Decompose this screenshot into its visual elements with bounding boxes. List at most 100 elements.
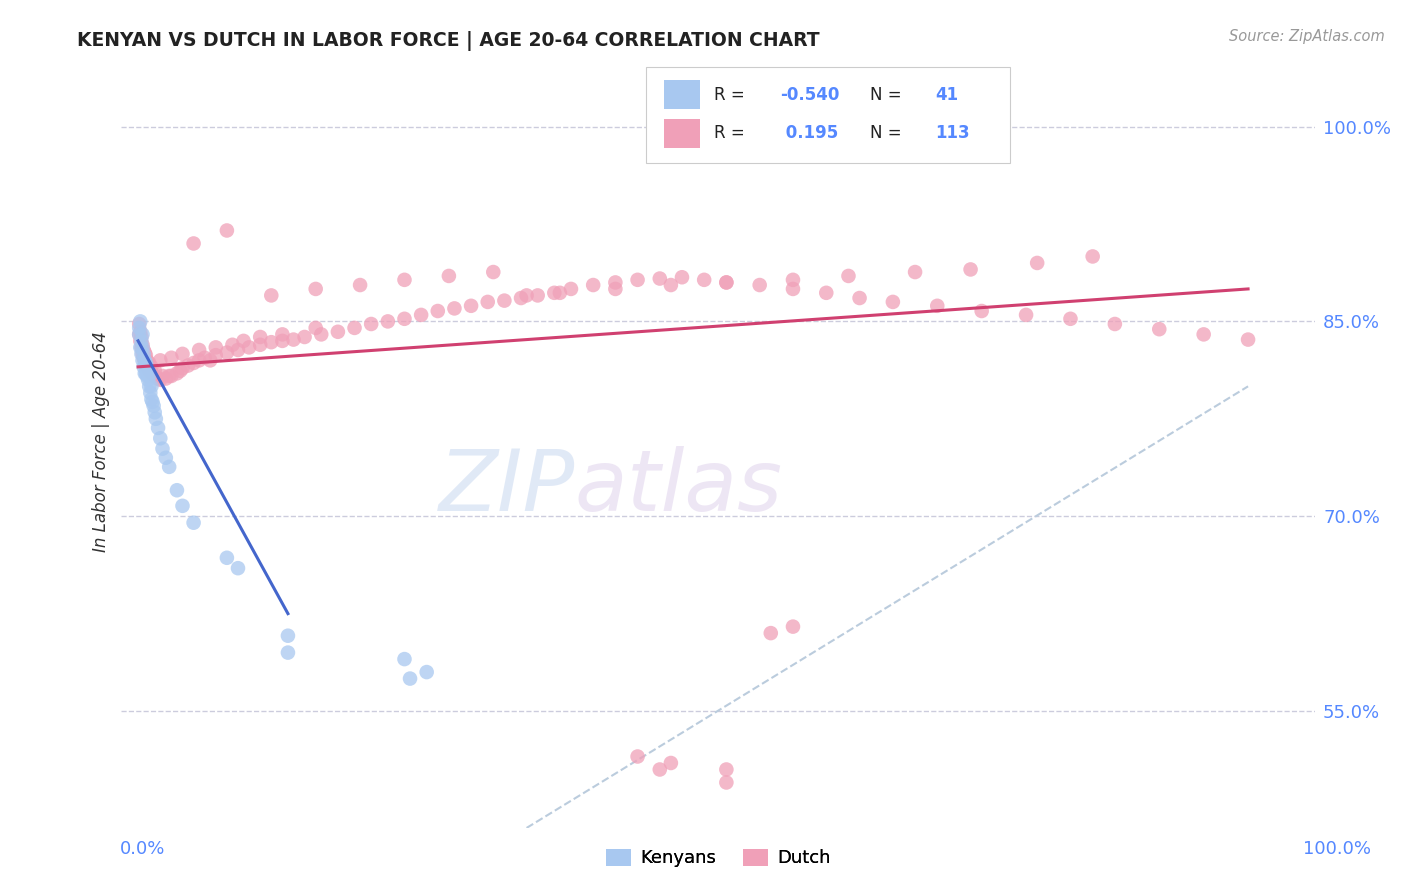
Point [426, 304, 449, 318]
Point [166, 483, 188, 498]
Point [141, 379, 163, 393]
Point [135, 356, 157, 370]
Point [215, 223, 238, 237]
Point [145, 412, 167, 426]
Point [160, 351, 183, 365]
Point [394, 273, 416, 287]
Point [134, 353, 156, 368]
Point [582, 278, 605, 293]
Point [142, 399, 165, 413]
Point [343, 321, 366, 335]
Point [131, 338, 153, 352]
Point [138, 356, 160, 370]
Point [131, 347, 153, 361]
Point [143, 405, 166, 419]
Point [136, 364, 159, 378]
Point [659, 756, 682, 770]
Point [177, 359, 200, 373]
Point [716, 276, 738, 290]
Point [136, 373, 159, 387]
Point [1237, 333, 1260, 347]
Text: atlas: atlas [575, 446, 783, 530]
Point [215, 345, 238, 359]
Point [129, 325, 152, 339]
Text: ZIP: ZIP [439, 446, 575, 530]
Bar [665, 80, 700, 109]
Point [415, 665, 437, 679]
Point [782, 273, 804, 287]
Point [132, 351, 155, 365]
Point [882, 294, 904, 309]
Point [394, 311, 416, 326]
Point [134, 367, 156, 381]
Point [132, 359, 155, 374]
Point [494, 293, 516, 308]
Point [305, 282, 328, 296]
Point [716, 775, 738, 789]
Point [516, 288, 538, 302]
Point [138, 379, 160, 393]
Point [226, 561, 249, 575]
Point [526, 288, 548, 302]
Point [172, 347, 194, 361]
Point [232, 334, 254, 348]
Point [815, 285, 838, 300]
Point [141, 395, 163, 409]
Point [626, 749, 648, 764]
Point [146, 371, 169, 385]
Point [146, 421, 169, 435]
Point [1192, 327, 1215, 342]
FancyBboxPatch shape [647, 67, 1011, 163]
Point [149, 431, 172, 445]
Point [172, 361, 194, 376]
Point [169, 364, 191, 378]
Point [411, 308, 433, 322]
Point [238, 340, 260, 354]
Point [129, 314, 152, 328]
Point [748, 278, 770, 293]
Point [260, 288, 283, 302]
Point [149, 373, 172, 387]
Point [626, 273, 648, 287]
Point [138, 364, 160, 378]
Point [183, 236, 205, 251]
Point [605, 282, 627, 296]
Point [271, 327, 294, 342]
Text: 0.0%: 0.0% [120, 840, 165, 858]
Point [129, 340, 152, 354]
Point [437, 268, 460, 283]
Point [143, 364, 166, 378]
Point [194, 351, 217, 365]
Point [143, 368, 166, 383]
Point [157, 459, 180, 474]
Point [1026, 256, 1049, 270]
Point [460, 299, 482, 313]
Point [782, 619, 804, 633]
Point [305, 321, 328, 335]
Point [1104, 317, 1126, 331]
Point [221, 338, 243, 352]
Point [605, 276, 627, 290]
Point [1149, 322, 1171, 336]
Text: -0.540: -0.540 [780, 86, 839, 103]
Point [131, 353, 153, 368]
Point [1059, 311, 1081, 326]
Text: R =: R = [714, 86, 751, 103]
Point [132, 343, 155, 357]
Point [482, 265, 505, 279]
Point [326, 325, 349, 339]
Point [157, 368, 180, 383]
Point [693, 273, 716, 287]
Point [131, 347, 153, 361]
Point [249, 338, 271, 352]
Text: 100.0%: 100.0% [1303, 840, 1371, 858]
Text: 0.195: 0.195 [780, 124, 838, 142]
Point [226, 343, 249, 357]
Point [155, 450, 177, 465]
Text: 41: 41 [935, 86, 959, 103]
Point [399, 672, 422, 686]
Point [132, 347, 155, 361]
Point [131, 330, 153, 344]
Text: KENYAN VS DUTCH IN LABOR FORCE | AGE 20-64 CORRELATION CHART: KENYAN VS DUTCH IN LABOR FORCE | AGE 20-… [77, 31, 820, 51]
Text: Source: ZipAtlas.com: Source: ZipAtlas.com [1229, 29, 1385, 44]
